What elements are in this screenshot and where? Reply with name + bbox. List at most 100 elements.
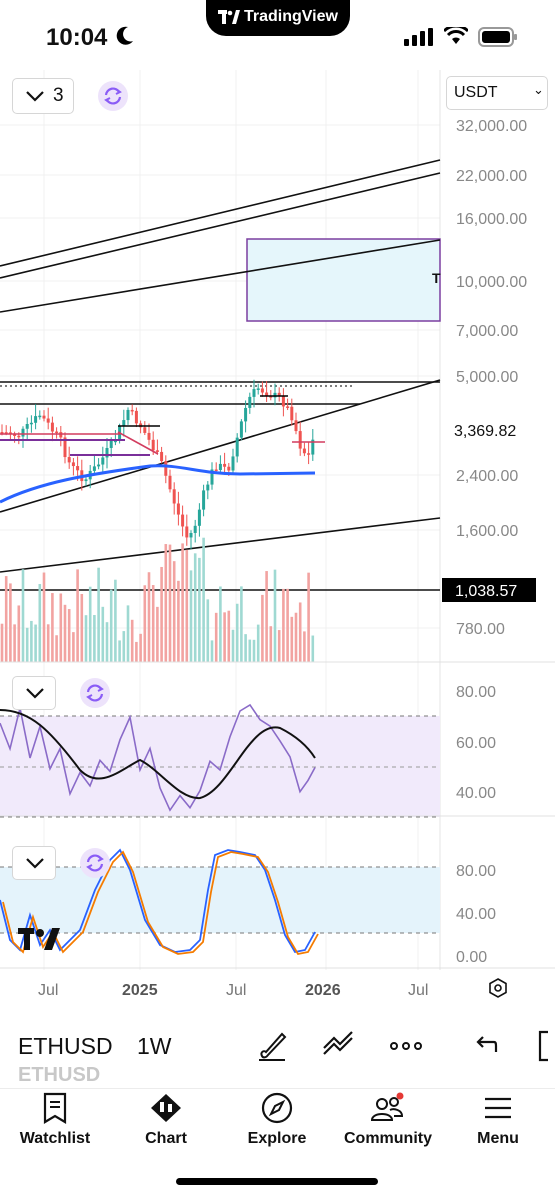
volume-bar <box>93 615 96 662</box>
volume-bar <box>38 584 42 662</box>
volume-bar <box>72 632 75 662</box>
volume-bar <box>261 594 264 662</box>
candle-body <box>206 484 210 491</box>
more-icon[interactable] <box>388 1028 424 1064</box>
volume-bar <box>223 612 226 662</box>
candle-body <box>63 437 67 458</box>
volume-bar <box>4 576 8 662</box>
sync-button[interactable] <box>80 848 110 878</box>
sync-button[interactable] <box>98 81 128 111</box>
volume-bar <box>185 549 189 662</box>
volume-bar <box>97 567 100 662</box>
price-scale-label: 22,000.00 <box>456 168 527 185</box>
price-scale-label: 2,400.00 <box>456 468 518 485</box>
candle-body <box>113 440 117 443</box>
candle-body <box>109 440 113 448</box>
chart-canvas[interactable]: T <box>0 70 555 1000</box>
volume-bar <box>0 623 4 662</box>
candle-body <box>302 448 306 454</box>
candle-body <box>210 469 214 485</box>
tab-label: Watchlist <box>19 1130 91 1147</box>
tradingview-watermark <box>18 928 60 950</box>
volume-bar <box>76 569 79 662</box>
tab-menu[interactable]: Menu <box>448 1092 548 1156</box>
volume-bar <box>248 639 252 662</box>
collapse-rsi-button[interactable] <box>12 676 56 710</box>
collapse-stoch-button[interactable] <box>12 846 56 880</box>
candle-body <box>235 437 239 457</box>
watchlist-icon <box>43 1092 67 1124</box>
tab-explore[interactable]: Explore <box>227 1092 327 1156</box>
tab-watchlist[interactable]: Watchlist <box>5 1092 105 1156</box>
tradingview-logo-icon <box>218 10 240 29</box>
volume-bar <box>13 624 16 662</box>
volume-bar <box>46 624 50 662</box>
volume-bar <box>114 579 117 662</box>
undo-icon[interactable] <box>468 1028 504 1064</box>
time-axis-label: Jul <box>226 982 246 999</box>
candle-body <box>193 525 197 533</box>
candle-body <box>294 420 298 432</box>
volume-bar <box>290 616 294 662</box>
volume-bar <box>9 583 12 662</box>
volume-bar <box>219 586 222 662</box>
trendline <box>0 172 441 279</box>
volume-bar <box>126 605 130 662</box>
candle-body <box>101 457 105 465</box>
moving-average-line <box>0 464 316 504</box>
candle-body <box>92 466 96 471</box>
volume-bar <box>88 586 92 662</box>
currency-select[interactable]: USDT ⌄ <box>446 76 548 110</box>
marker-price-tag <box>442 578 536 602</box>
rsi-scale-label: 60.00 <box>456 735 496 752</box>
chart-area[interactable]: T <box>0 70 555 1000</box>
candle-body <box>231 456 235 471</box>
collapse-indicators-button[interactable]: 3 <box>12 78 74 114</box>
time-axis-label: Jul <box>38 982 58 999</box>
candle-body <box>29 422 33 425</box>
fullscreen-icon[interactable] <box>532 1028 555 1064</box>
volume-bar <box>118 640 121 662</box>
candle-body <box>71 462 75 467</box>
volume-bar <box>135 641 138 662</box>
tab-chart[interactable]: Chart <box>116 1092 216 1156</box>
candle-body <box>97 464 101 467</box>
candle-body <box>277 392 281 397</box>
tab-label: Chart <box>145 1130 187 1147</box>
volume-bar <box>256 624 260 662</box>
chevron-down-icon: ⌄ <box>533 82 544 97</box>
candle-body <box>260 388 264 393</box>
tab-community[interactable]: Community <box>338 1092 438 1156</box>
stoch-band <box>0 867 440 933</box>
volume-bar <box>55 635 58 662</box>
sync-button[interactable] <box>80 678 110 708</box>
symbol-button[interactable]: ETHUSD <box>18 1033 113 1059</box>
interval-button[interactable]: 1W <box>137 1033 172 1059</box>
rsi-scale-label: 80.00 <box>456 684 496 701</box>
time-axis-label: 2025 <box>122 982 158 999</box>
volume-bar <box>235 603 239 662</box>
volume-bar <box>21 569 25 662</box>
candle-body <box>4 432 8 434</box>
dynamic-island: TradingView <box>206 0 350 36</box>
settings-icon <box>489 978 507 998</box>
volume-bar <box>59 593 63 662</box>
volume-bar <box>181 543 184 662</box>
candle-body <box>176 503 180 515</box>
volume-bar <box>168 544 172 662</box>
sync-icon <box>86 684 104 702</box>
chevron-down-icon <box>26 688 44 699</box>
trendline-icon[interactable] <box>320 1028 356 1064</box>
signal-icon <box>404 28 434 51</box>
volume-bar <box>303 631 306 662</box>
stoch-scale-label: 0.00 <box>456 949 487 966</box>
chart-icon <box>151 1094 181 1122</box>
rectangle-drawing <box>246 238 441 322</box>
brush-icon[interactable] <box>254 1028 290 1064</box>
candle-body <box>239 421 243 438</box>
tab-label: Explore <box>247 1130 307 1147</box>
chevron-down-icon <box>26 91 44 102</box>
candle-body <box>244 407 248 422</box>
volume-bar <box>105 622 109 662</box>
time-axis-label: 2026 <box>305 982 341 999</box>
